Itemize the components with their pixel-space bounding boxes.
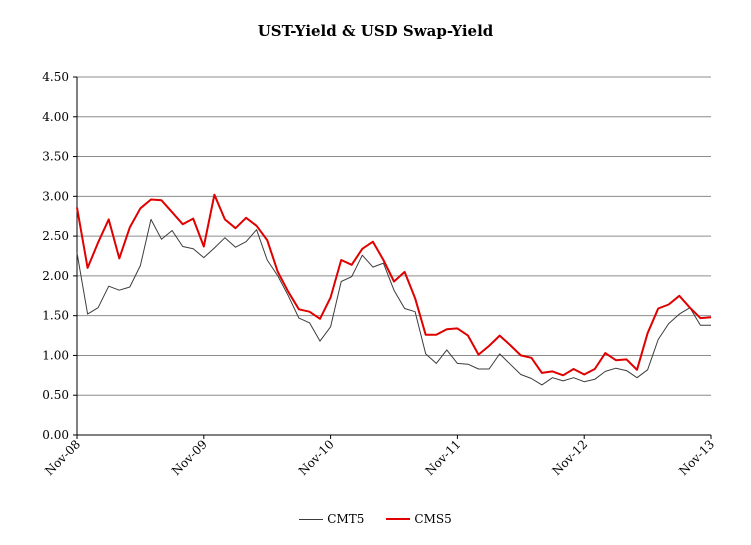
- series-lines: [76, 193, 712, 386]
- x-tick-label: Nov-09: [169, 437, 210, 478]
- y-tick-label: 0.00: [42, 428, 69, 442]
- y-tick-label: 0.50: [42, 388, 69, 402]
- series-line-cmt5: [76, 218, 711, 386]
- legend-item-cmt5: CMT5: [299, 512, 364, 526]
- y-tick-label: 3.50: [42, 150, 69, 164]
- legend-swatch-cms5: [386, 518, 411, 520]
- gridlines: [73, 76, 711, 436]
- legend-label-cmt5: CMT5: [327, 512, 365, 526]
- series-line-cms5: [76, 193, 712, 377]
- legend-label-cms5: CMS5: [414, 512, 452, 526]
- x-tick-label: Nov-10: [296, 437, 337, 478]
- x-tick-labels: Nov-08 Nov-09 Nov-10 Nov-11 Nov-12 Nov-13: [42, 437, 717, 478]
- legend: CMT5 CMS5: [0, 512, 751, 526]
- y-tick-label: 2.00: [42, 269, 69, 283]
- legend-swatch-cmt5: [299, 518, 324, 520]
- y-tick-label: 1.00: [42, 348, 69, 362]
- y-tick-label: 1.50: [42, 309, 69, 323]
- axes: [76, 77, 712, 439]
- x-tick-label: Nov-12: [549, 437, 590, 478]
- y-tick-label: 4.50: [42, 70, 69, 84]
- x-tick-label: Nov-08: [42, 437, 83, 478]
- y-tick-label: 3.00: [42, 189, 69, 203]
- legend-item-cms5: CMS5: [386, 512, 452, 526]
- x-tick-label: Nov-13: [676, 437, 717, 478]
- y-tick-labels: 0.00 0.50 1.00 1.50 2.00 2.50 3.00 3.50 4.00 4.50: [42, 70, 69, 442]
- y-tick-label: 4.00: [42, 110, 69, 124]
- x-tick-label: Nov-11: [423, 437, 464, 478]
- y-tick-label: 2.50: [42, 229, 69, 243]
- chart-title: UST-Yield & USD Swap-Yield: [257, 22, 494, 40]
